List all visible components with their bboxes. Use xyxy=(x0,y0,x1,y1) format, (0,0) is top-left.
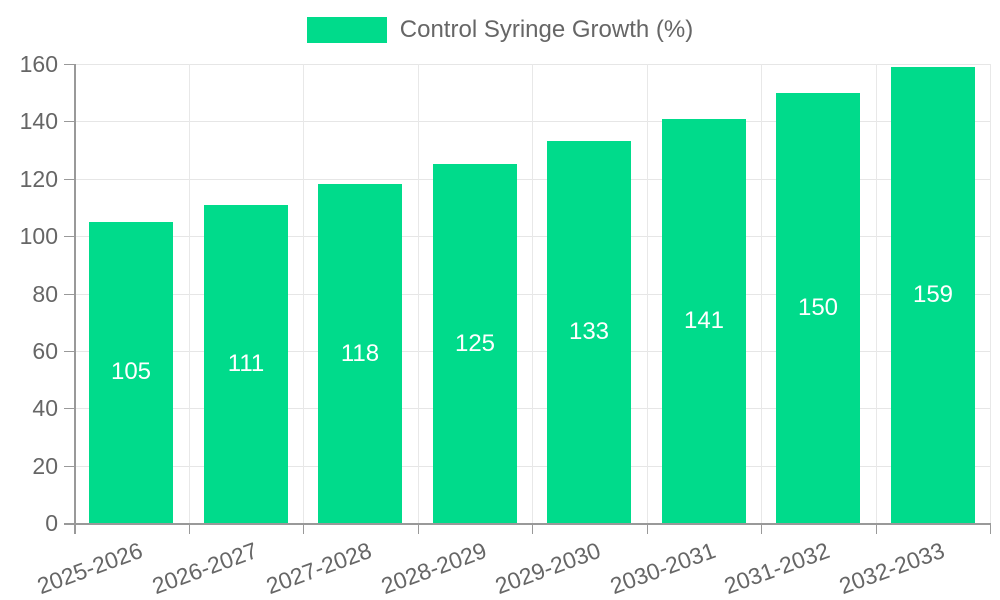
y-axis-line xyxy=(74,64,76,534)
x-axis-category-label: 2026-2027 xyxy=(148,537,261,600)
bar[interactable] xyxy=(204,205,288,523)
y-axis-tick-label: 40 xyxy=(32,395,58,421)
legend-swatch[interactable] xyxy=(306,17,387,43)
x-axis-category-label: 2030-2031 xyxy=(606,537,719,600)
x-gridline xyxy=(990,64,991,523)
x-axis-line xyxy=(64,523,990,525)
x-axis-tick xyxy=(761,523,762,534)
y-axis-tick xyxy=(64,294,74,295)
x-gridline xyxy=(418,64,419,523)
y-axis-tick-label: 140 xyxy=(19,108,58,134)
bar[interactable] xyxy=(662,119,746,523)
bar[interactable] xyxy=(433,164,517,523)
bar[interactable] xyxy=(891,67,975,523)
y-axis-tick xyxy=(64,179,74,180)
bar[interactable] xyxy=(776,93,860,523)
y-axis-tick xyxy=(64,64,74,65)
y-axis-tick-label: 20 xyxy=(32,453,58,479)
y-axis-tick xyxy=(64,351,74,352)
bar[interactable] xyxy=(547,141,631,523)
x-gridline xyxy=(532,64,533,523)
y-axis-tick-label: 60 xyxy=(32,338,58,364)
x-axis-category-label: 2025-2026 xyxy=(33,537,146,600)
x-axis-tick xyxy=(418,523,419,534)
y-axis-tick-label: 120 xyxy=(19,166,58,192)
x-gridline xyxy=(761,64,762,523)
legend-label[interactable]: Control Syringe Growth (%) xyxy=(399,16,694,43)
x-gridline xyxy=(303,64,304,523)
y-axis-tick-label: 80 xyxy=(32,281,58,307)
x-axis-tick xyxy=(303,523,304,534)
bar-value-label: 159 xyxy=(912,281,954,308)
x-axis-tick xyxy=(532,523,533,534)
bar-value-label: 111 xyxy=(227,350,265,377)
x-axis-tick xyxy=(876,523,877,534)
bar[interactable] xyxy=(89,222,173,523)
x-axis-category-label: 2028-2029 xyxy=(377,537,490,600)
x-axis-category-label: 2032-2033 xyxy=(835,537,948,600)
x-axis-tick xyxy=(647,523,648,534)
x-gridline xyxy=(876,64,877,523)
bar-value-label: 125 xyxy=(454,330,496,357)
x-axis-tick xyxy=(990,523,991,534)
bar-value-label: 118 xyxy=(340,340,380,367)
y-axis-tick xyxy=(64,121,74,122)
y-axis-tick-label: 100 xyxy=(19,223,58,249)
legend[interactable]: Control Syringe Growth (%) xyxy=(0,16,1000,44)
bar-value-label: 133 xyxy=(568,318,610,345)
x-axis-category-label: 2029-2030 xyxy=(491,537,604,600)
y-axis-tick-label: 160 xyxy=(19,51,58,77)
y-axis-tick xyxy=(64,408,74,409)
y-axis-tick-label: 0 xyxy=(45,510,58,536)
bar-value-label: 150 xyxy=(797,294,839,321)
x-gridline xyxy=(647,64,648,523)
x-axis-category-label: 2031-2032 xyxy=(720,537,833,600)
x-axis-category-label: 2027-2028 xyxy=(262,537,375,600)
y-axis-tick xyxy=(64,466,74,467)
bar-value-label: 105 xyxy=(110,358,152,385)
y-axis-tick xyxy=(64,236,74,237)
x-axis-tick xyxy=(189,523,190,534)
bar-value-label: 141 xyxy=(683,307,725,334)
x-gridline xyxy=(189,64,190,523)
bar[interactable] xyxy=(318,184,402,523)
